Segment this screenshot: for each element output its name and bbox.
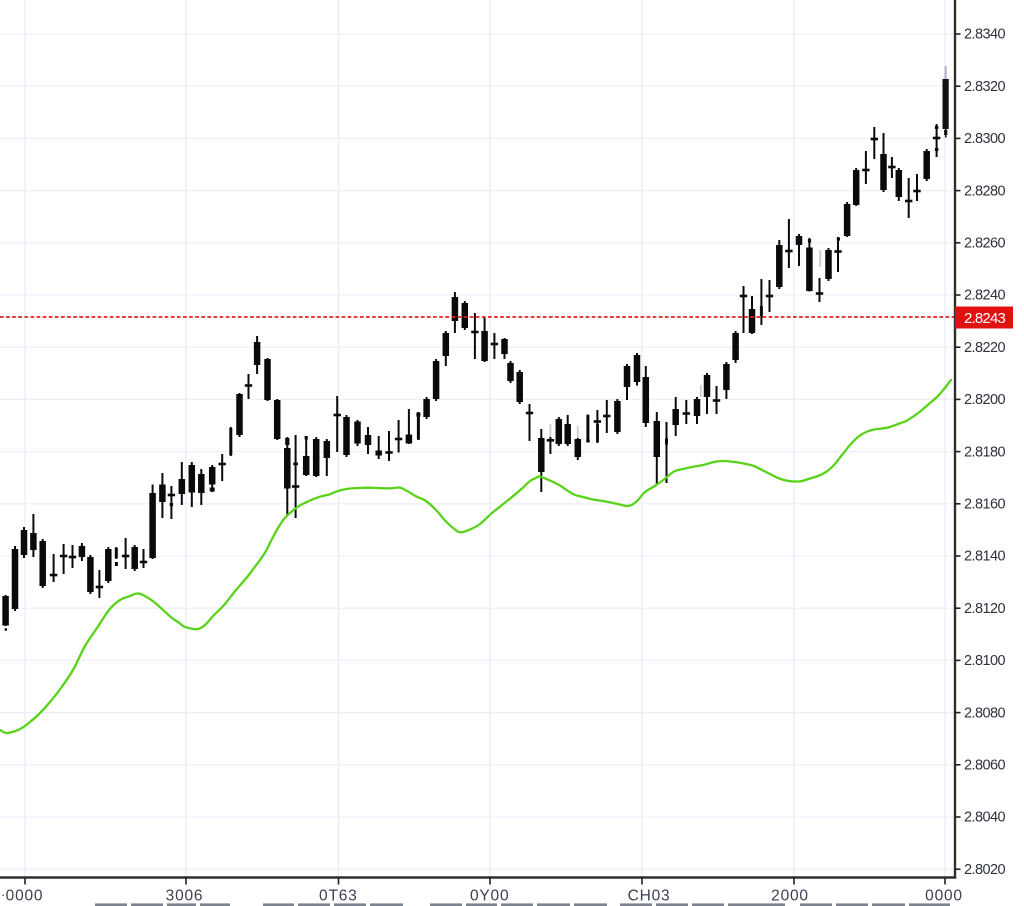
svg-text:2.8200: 2.8200: [964, 392, 1006, 408]
svg-text:2.8220: 2.8220: [964, 340, 1006, 356]
svg-text:2.8300: 2.8300: [964, 131, 1006, 147]
svg-text:2.8020: 2.8020: [964, 862, 1006, 878]
svg-text:2.8340: 2.8340: [964, 27, 1006, 43]
svg-text:2.8243: 2.8243: [964, 310, 1006, 327]
svg-text:2.8120: 2.8120: [964, 601, 1006, 617]
svg-text:2000: 2000: [771, 888, 809, 905]
svg-text:CH03: CH03: [628, 888, 671, 905]
svg-text:3006: 3006: [166, 888, 204, 905]
svg-text:0000: 0000: [925, 888, 963, 905]
svg-text:0T63: 0T63: [319, 888, 358, 905]
svg-text:0Y00: 0Y00: [470, 888, 509, 905]
svg-text:2.8180: 2.8180: [964, 444, 1006, 460]
svg-text:2.8100: 2.8100: [964, 653, 1006, 669]
svg-text:2.8080: 2.8080: [964, 705, 1006, 721]
svg-text:2.8160: 2.8160: [964, 497, 1006, 513]
svg-text:·: ·: [1, 887, 5, 902]
svg-text:2.8040: 2.8040: [964, 810, 1006, 826]
svg-text:2.8240: 2.8240: [964, 288, 1006, 304]
svg-text:2.8060: 2.8060: [964, 758, 1006, 774]
svg-text:2.8140: 2.8140: [964, 549, 1006, 565]
svg-text:0000: 0000: [6, 888, 44, 905]
svg-text:2.8320: 2.8320: [964, 79, 1006, 95]
svg-text:2.8280: 2.8280: [964, 183, 1006, 199]
svg-text:2.8260: 2.8260: [964, 236, 1006, 252]
